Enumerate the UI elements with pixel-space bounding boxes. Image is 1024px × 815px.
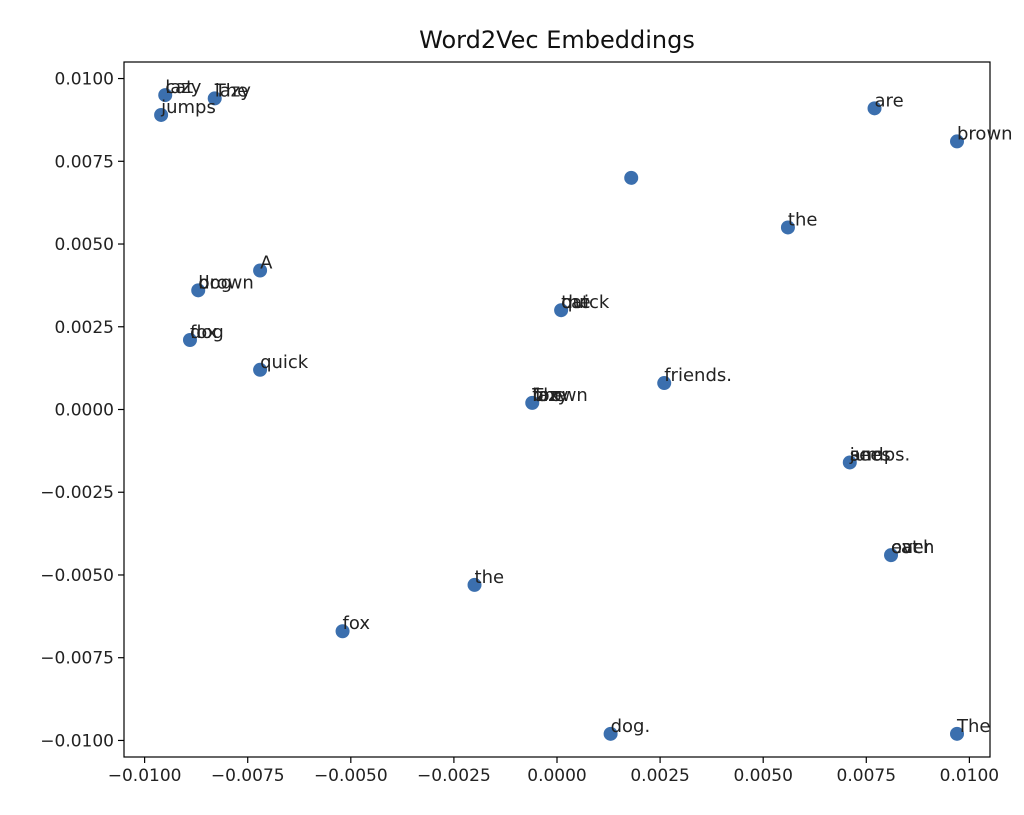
x-tick-label: −0.0050 <box>314 766 388 786</box>
point-label: fox <box>190 322 218 343</box>
y-tick-label: −0.0025 <box>40 483 114 503</box>
data-point <box>624 170 639 185</box>
point-label: The <box>531 385 565 406</box>
data-point <box>253 263 268 278</box>
data-point <box>657 376 672 391</box>
point-label: lazy <box>215 80 251 101</box>
data-point <box>191 283 206 298</box>
point-label: jumps. <box>849 444 910 465</box>
y-tick-label: 0.0025 <box>55 318 114 338</box>
data-point <box>154 107 169 122</box>
chart-title: Word2Vec Embeddings <box>419 26 695 54</box>
x-tick-label: −0.0075 <box>211 766 285 786</box>
y-tick-label: 0.0000 <box>55 401 114 421</box>
point-labels: lazycatjumpsThelazybrowndogdogfoxAquickt… <box>160 77 1012 737</box>
point-label: and <box>850 444 884 465</box>
point-label: over <box>891 537 932 558</box>
x-tick-label: −0.0100 <box>108 766 182 786</box>
point-label: sees <box>850 444 891 465</box>
y-tick-label: −0.0075 <box>40 649 114 669</box>
x-tick-label: −0.0025 <box>417 766 491 786</box>
point-label: each <box>891 537 934 558</box>
data-point <box>884 548 899 563</box>
point-label: The <box>956 716 990 737</box>
point-label: quick <box>260 352 309 373</box>
point-label: cat <box>891 537 919 558</box>
data-point <box>335 624 350 639</box>
y-tick-label: 0.0100 <box>55 70 114 90</box>
data-point <box>182 333 197 347</box>
data-point <box>867 101 882 116</box>
point-label: dog <box>190 322 224 343</box>
x-tick-label: 0.0000 <box>527 766 586 786</box>
point-label: brown <box>957 123 1013 144</box>
x-tick-label: 0.0075 <box>837 766 896 786</box>
data-point <box>467 577 482 592</box>
y-tick-label: −0.0050 <box>40 566 114 586</box>
point-label: lazy <box>165 77 201 98</box>
data-point <box>253 362 268 377</box>
data-point <box>158 88 173 103</box>
data-point <box>950 134 965 149</box>
point-label: dog <box>198 272 232 293</box>
point-label: lazy <box>532 385 568 406</box>
data-point <box>207 91 222 106</box>
data-point <box>950 726 965 741</box>
x-tick-label: 0.0050 <box>733 766 792 786</box>
data-point <box>842 455 857 470</box>
point-label: the <box>475 567 505 588</box>
plot-area-frame <box>123 61 991 758</box>
x-axis: −0.0100 −0.0075 −0.0050 −0.0025 0.0000 0.0025… <box>108 757 999 786</box>
data-point <box>525 395 540 410</box>
point-label: fox <box>343 613 371 634</box>
y-tick-label: 0.0075 <box>55 152 114 172</box>
point-label: quick <box>561 292 610 313</box>
point-label: the <box>561 292 591 313</box>
point-label: brown <box>532 385 588 406</box>
data-point <box>603 726 618 741</box>
point-label: friends. <box>664 365 732 386</box>
point-label: are <box>875 90 904 111</box>
y-tick-label: 0.0050 <box>55 235 114 255</box>
point-label: dog. <box>611 716 651 737</box>
point-label: cat <box>165 77 193 98</box>
y-axis: 0.0100 0.0075 0.0050 0.0025 0.0000 −0.0025 −0.… <box>40 70 124 751</box>
data-point <box>554 303 569 318</box>
point-label: cat <box>561 292 589 313</box>
y-tick-label: −0.0100 <box>40 731 114 751</box>
point-label: The <box>214 80 248 101</box>
data-points <box>154 88 965 741</box>
point-label: brown <box>198 272 254 293</box>
x-tick-label: 0.0025 <box>630 766 689 786</box>
point-label: A <box>260 253 273 274</box>
data-point <box>780 220 795 235</box>
point-label: jumps <box>160 97 216 118</box>
x-tick-label: 0.0100 <box>940 766 999 786</box>
point-label: the <box>788 209 818 230</box>
point-label: fox <box>532 385 560 406</box>
